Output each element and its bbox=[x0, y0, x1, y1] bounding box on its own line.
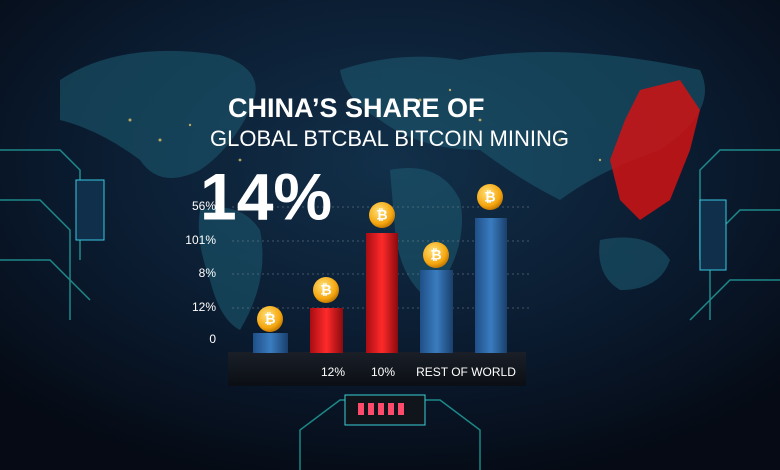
base-label: 12% bbox=[321, 365, 345, 379]
svg-text:₿: ₿ bbox=[484, 189, 495, 205]
bar bbox=[366, 233, 398, 353]
axis-label: 101% bbox=[185, 233, 216, 247]
bar bbox=[253, 333, 288, 353]
bar bbox=[475, 218, 507, 353]
axis-label: 0 bbox=[209, 332, 216, 346]
headline-figure: 14% bbox=[200, 159, 332, 233]
base-label: 10% bbox=[371, 365, 395, 379]
axis-label: 12% bbox=[192, 300, 216, 314]
svg-text:₿: ₿ bbox=[264, 311, 275, 327]
coin-icons: ₿ ₿ ₿ ₿ ₿ bbox=[257, 184, 503, 332]
bar bbox=[420, 270, 453, 353]
chart-base bbox=[228, 352, 526, 386]
svg-text:₿: ₿ bbox=[376, 207, 387, 223]
title-line: GLOBAL BTCBAL BITCOIN MINING bbox=[210, 126, 569, 151]
axis-label: 56% bbox=[192, 199, 216, 213]
bar bbox=[310, 308, 343, 353]
svg-text:₿: ₿ bbox=[320, 282, 331, 298]
axis-label: 8% bbox=[199, 266, 217, 280]
title-line: CHINA’S SHARE OF bbox=[228, 93, 485, 123]
base-label: REST OF WORLD bbox=[416, 365, 516, 379]
svg-text:₿: ₿ bbox=[430, 247, 441, 263]
